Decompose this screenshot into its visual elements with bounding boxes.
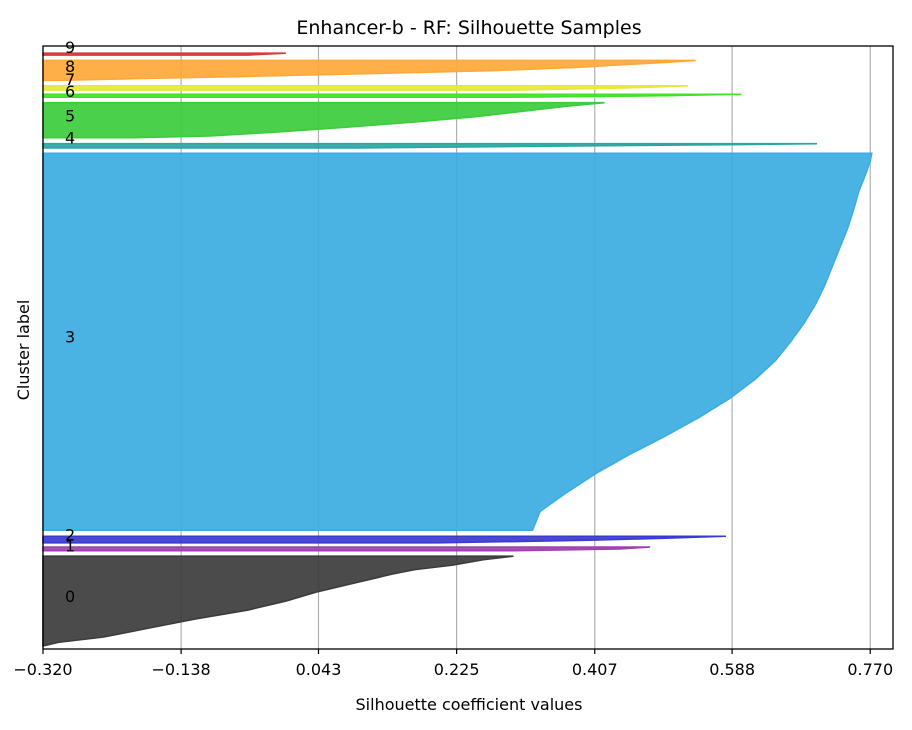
y-axis-label: Cluster label (14, 300, 33, 401)
cluster-label-5: 5 (65, 106, 75, 125)
silhouette-areas (42, 52, 873, 647)
x-tick-label-4: 0.407 (572, 660, 618, 679)
silhouette-area-cluster-8 (42, 59, 696, 82)
x-tick-label-1: −0.138 (152, 660, 211, 679)
cluster-label-3: 3 (65, 328, 75, 347)
cluster-label-4: 4 (65, 129, 75, 148)
silhouette-area-cluster-9 (42, 52, 286, 56)
silhouette-area-cluster-6 (42, 93, 742, 99)
cluster-label-2: 2 (65, 525, 75, 544)
x-tick-label-6: 0.770 (847, 660, 893, 679)
x-axis-ticks: −0.320 −0.138 0.043 0.225 0.407 0.588 0.770 (13, 649, 893, 679)
chart-title: Enhancer-b - RF: Silhouette Samples (296, 17, 641, 39)
x-tick-label-5: 0.588 (709, 660, 755, 679)
plot-frame (42, 45, 894, 650)
silhouette-area-cluster-3 (42, 152, 873, 532)
silhouette-area-cluster-1 (42, 546, 651, 552)
cluster-label-6: 6 (65, 82, 75, 101)
silhouette-area-cluster-5 (42, 101, 605, 139)
x-axis-label: Silhouette coefficient values (356, 695, 583, 714)
cluster-label-8: 8 (65, 57, 75, 76)
silhouette-area-cluster-0 (42, 555, 514, 647)
cluster-label-7: 7 (65, 70, 75, 89)
x-tick-label-2: 0.043 (296, 660, 342, 679)
cluster-label-1: 1 (65, 536, 75, 555)
x-tick-label-0: −0.320 (13, 660, 72, 679)
cluster-label-9: 9 (65, 38, 75, 57)
cluster-label-0: 0 (65, 587, 75, 606)
x-tick-label-3: 0.225 (434, 660, 480, 679)
